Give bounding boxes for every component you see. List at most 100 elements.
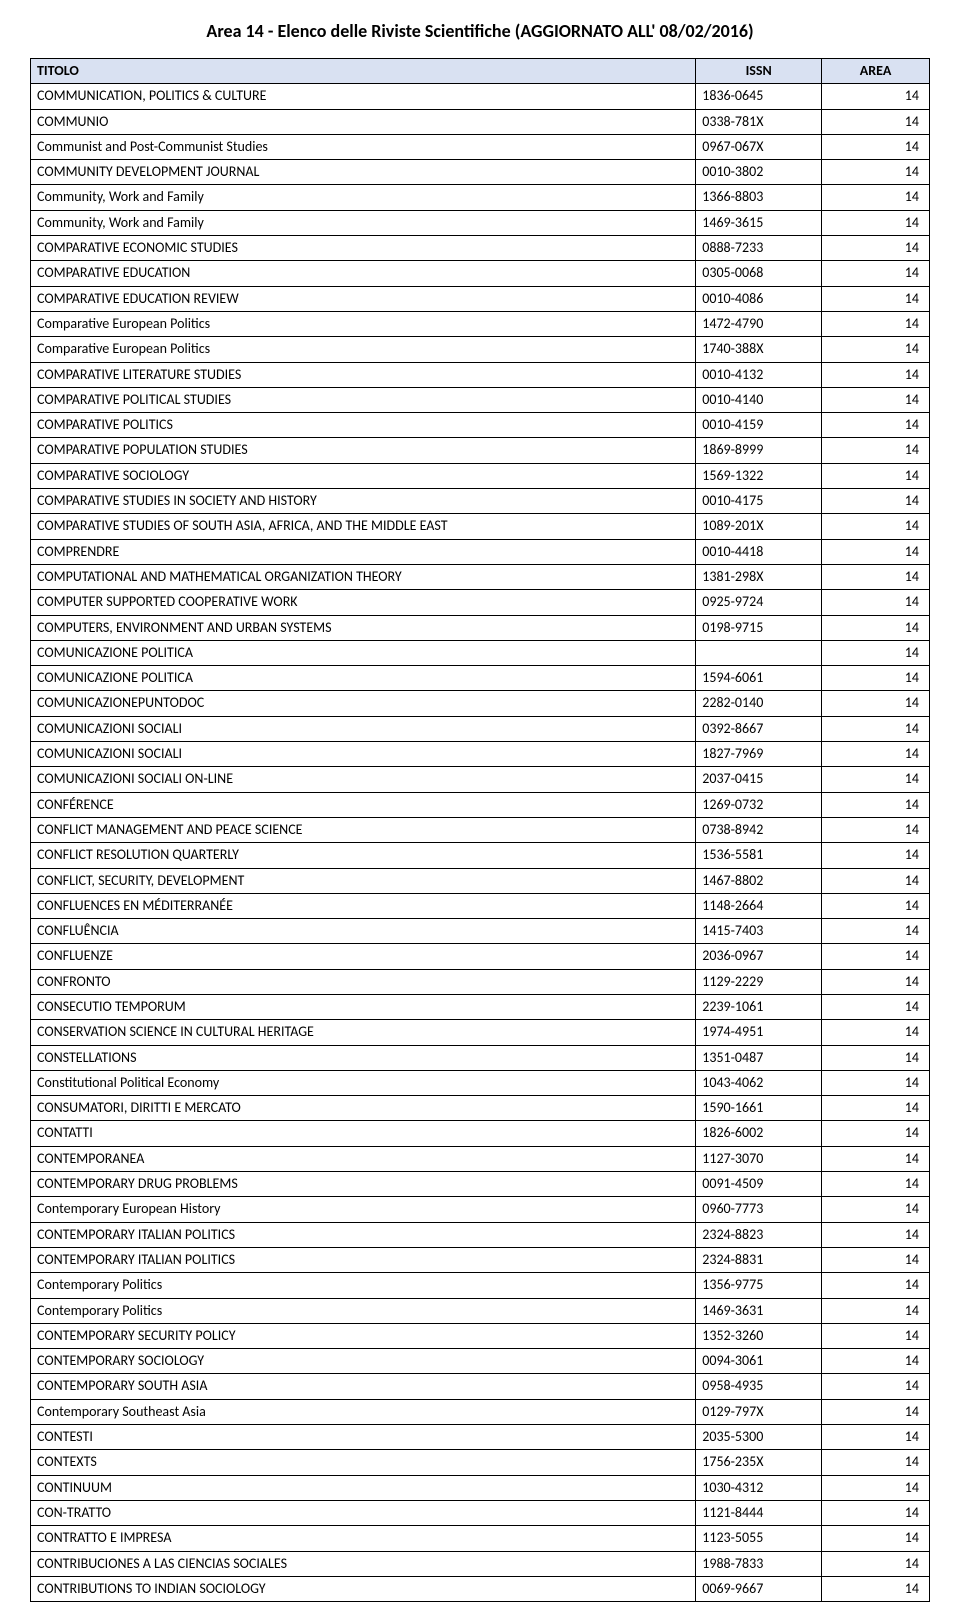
cell-titolo: Contemporary Southeast Asia bbox=[31, 1399, 696, 1424]
cell-area: 14 bbox=[822, 160, 930, 185]
cell-issn: 1756-235X bbox=[696, 1450, 822, 1475]
cell-area: 14 bbox=[822, 1374, 930, 1399]
cell-area: 14 bbox=[822, 362, 930, 387]
cell-issn: 1351-0487 bbox=[696, 1045, 822, 1070]
table-row: CONSTELLATIONS1351-048714 bbox=[31, 1045, 930, 1070]
cell-titolo: CONTATTI bbox=[31, 1121, 696, 1146]
cell-issn: 1740-388X bbox=[696, 337, 822, 362]
cell-issn: 0094-3061 bbox=[696, 1349, 822, 1374]
cell-titolo: CONFLUENZE bbox=[31, 944, 696, 969]
cell-issn: 1469-3631 bbox=[696, 1298, 822, 1323]
cell-issn: 1536-5581 bbox=[696, 843, 822, 868]
table-row: CONFLUENZE2036-096714 bbox=[31, 944, 930, 969]
cell-issn: 1469-3615 bbox=[696, 210, 822, 235]
table-row: CONTEXTS1756-235X14 bbox=[31, 1450, 930, 1475]
cell-area: 14 bbox=[822, 1273, 930, 1298]
cell-issn: 1043-4062 bbox=[696, 1070, 822, 1095]
header-area: AREA bbox=[822, 59, 930, 84]
table-row: CON-TRATTO1121-844414 bbox=[31, 1500, 930, 1525]
cell-area: 14 bbox=[822, 1298, 930, 1323]
cell-titolo: COMUNICAZIONEPUNTODOC bbox=[31, 691, 696, 716]
cell-issn bbox=[696, 640, 822, 665]
table-row: CONSUMATORI, DIRITTI E MERCATO1590-16611… bbox=[31, 1096, 930, 1121]
cell-area: 14 bbox=[822, 236, 930, 261]
cell-titolo: COMPARATIVE EDUCATION REVIEW bbox=[31, 286, 696, 311]
cell-titolo: CONTEMPORARY DRUG PROBLEMS bbox=[31, 1172, 696, 1197]
cell-titolo: COMPARATIVE LITERATURE STUDIES bbox=[31, 362, 696, 387]
cell-area: 14 bbox=[822, 1045, 930, 1070]
table-row: CONFLICT, SECURITY, DEVELOPMENT1467-8802… bbox=[31, 868, 930, 893]
table-row: COMUNICAZIONI SOCIALI0392-866714 bbox=[31, 716, 930, 741]
table-row: COMUNICAZIONI SOCIALI ON-LINE2037-041514 bbox=[31, 767, 930, 792]
cell-area: 14 bbox=[822, 1146, 930, 1171]
cell-area: 14 bbox=[822, 514, 930, 539]
cell-area: 14 bbox=[822, 1526, 930, 1551]
table-header-row: TITOLO ISSN AREA bbox=[31, 59, 930, 84]
cell-area: 14 bbox=[822, 539, 930, 564]
cell-issn: 0888-7233 bbox=[696, 236, 822, 261]
cell-titolo: CONTRATTO E IMPRESA bbox=[31, 1526, 696, 1551]
table-row: COMPARATIVE SOCIOLOGY1569-132214 bbox=[31, 463, 930, 488]
cell-titolo: CONTRIBUTIONS TO INDIAN SOCIOLOGY bbox=[31, 1576, 696, 1601]
cell-area: 14 bbox=[822, 1121, 930, 1146]
table-row: CONFLICT MANAGEMENT AND PEACE SCIENCE073… bbox=[31, 817, 930, 842]
cell-titolo: COMMUNIO bbox=[31, 109, 696, 134]
cell-titolo: CONTEMPORANEA bbox=[31, 1146, 696, 1171]
cell-area: 14 bbox=[822, 311, 930, 336]
cell-area: 14 bbox=[822, 1551, 930, 1576]
table-row: COMPARATIVE POLITICAL STUDIES0010-414014 bbox=[31, 387, 930, 412]
cell-issn: 0392-8667 bbox=[696, 716, 822, 741]
cell-titolo: CONTEXTS bbox=[31, 1450, 696, 1475]
table-row: Comparative European Politics1472-479014 bbox=[31, 311, 930, 336]
table-row: COMPUTATIONAL AND MATHEMATICAL ORGANIZAT… bbox=[31, 564, 930, 589]
table-row: Contemporary Southeast Asia0129-797X14 bbox=[31, 1399, 930, 1424]
cell-issn: 0010-4132 bbox=[696, 362, 822, 387]
cell-issn: 0305-0068 bbox=[696, 261, 822, 286]
cell-issn: 2282-0140 bbox=[696, 691, 822, 716]
cell-titolo: CONTEMPORARY SOUTH ASIA bbox=[31, 1374, 696, 1399]
table-row: CONFLUÊNCIA1415-740314 bbox=[31, 919, 930, 944]
cell-titolo: COMUNICAZIONI SOCIALI bbox=[31, 742, 696, 767]
cell-area: 14 bbox=[822, 640, 930, 665]
cell-issn: 1974-4951 bbox=[696, 1020, 822, 1045]
cell-titolo: COMPARATIVE SOCIOLOGY bbox=[31, 463, 696, 488]
cell-issn: 0010-4175 bbox=[696, 489, 822, 514]
cell-titolo: COMPARATIVE POPULATION STUDIES bbox=[31, 438, 696, 463]
cell-titolo: CONTEMPORARY SECURITY POLICY bbox=[31, 1323, 696, 1348]
cell-titolo: CONFLUÊNCIA bbox=[31, 919, 696, 944]
cell-issn: 1366-8803 bbox=[696, 185, 822, 210]
cell-issn: 0010-3802 bbox=[696, 160, 822, 185]
cell-area: 14 bbox=[822, 590, 930, 615]
cell-titolo: CONFLUENCES EN MÉDITERRANÉE bbox=[31, 893, 696, 918]
cell-titolo: CONSERVATION SCIENCE IN CULTURAL HERITAG… bbox=[31, 1020, 696, 1045]
cell-titolo: COMPARATIVE POLITICAL STUDIES bbox=[31, 387, 696, 412]
cell-issn: 1472-4790 bbox=[696, 311, 822, 336]
cell-titolo: COMMUNITY DEVELOPMENT JOURNAL bbox=[31, 160, 696, 185]
cell-area: 14 bbox=[822, 1096, 930, 1121]
cell-issn: 1415-7403 bbox=[696, 919, 822, 944]
table-row: COMMUNIO0338-781X14 bbox=[31, 109, 930, 134]
cell-area: 14 bbox=[822, 742, 930, 767]
cell-titolo: Comparative European Politics bbox=[31, 337, 696, 362]
cell-area: 14 bbox=[822, 1197, 930, 1222]
cell-titolo: CONSUMATORI, DIRITTI E MERCATO bbox=[31, 1096, 696, 1121]
cell-titolo: CONTINUUM bbox=[31, 1475, 696, 1500]
table-row: CONFLUENCES EN MÉDITERRANÉE1148-266414 bbox=[31, 893, 930, 918]
table-row: Community, Work and Family1366-880314 bbox=[31, 185, 930, 210]
cell-area: 14 bbox=[822, 185, 930, 210]
cell-area: 14 bbox=[822, 1247, 930, 1272]
table-row: COMUNICAZIONE POLITICA1594-606114 bbox=[31, 666, 930, 691]
cell-area: 14 bbox=[822, 1500, 930, 1525]
cell-titolo: COMPRENDRE bbox=[31, 539, 696, 564]
cell-titolo: CONTESTI bbox=[31, 1425, 696, 1450]
cell-issn: 0129-797X bbox=[696, 1399, 822, 1424]
cell-issn: 1869-8999 bbox=[696, 438, 822, 463]
cell-area: 14 bbox=[822, 843, 930, 868]
cell-area: 14 bbox=[822, 817, 930, 842]
cell-titolo: CONTRIBUCIONES A LAS CIENCIAS SOCIALES bbox=[31, 1551, 696, 1576]
table-row: COMUNICAZIONE POLITICA14 bbox=[31, 640, 930, 665]
cell-issn: 1836-0645 bbox=[696, 84, 822, 109]
cell-area: 14 bbox=[822, 969, 930, 994]
cell-area: 14 bbox=[822, 1323, 930, 1348]
table-row: CONTEMPORARY ITALIAN POLITICS2324-883114 bbox=[31, 1247, 930, 1272]
